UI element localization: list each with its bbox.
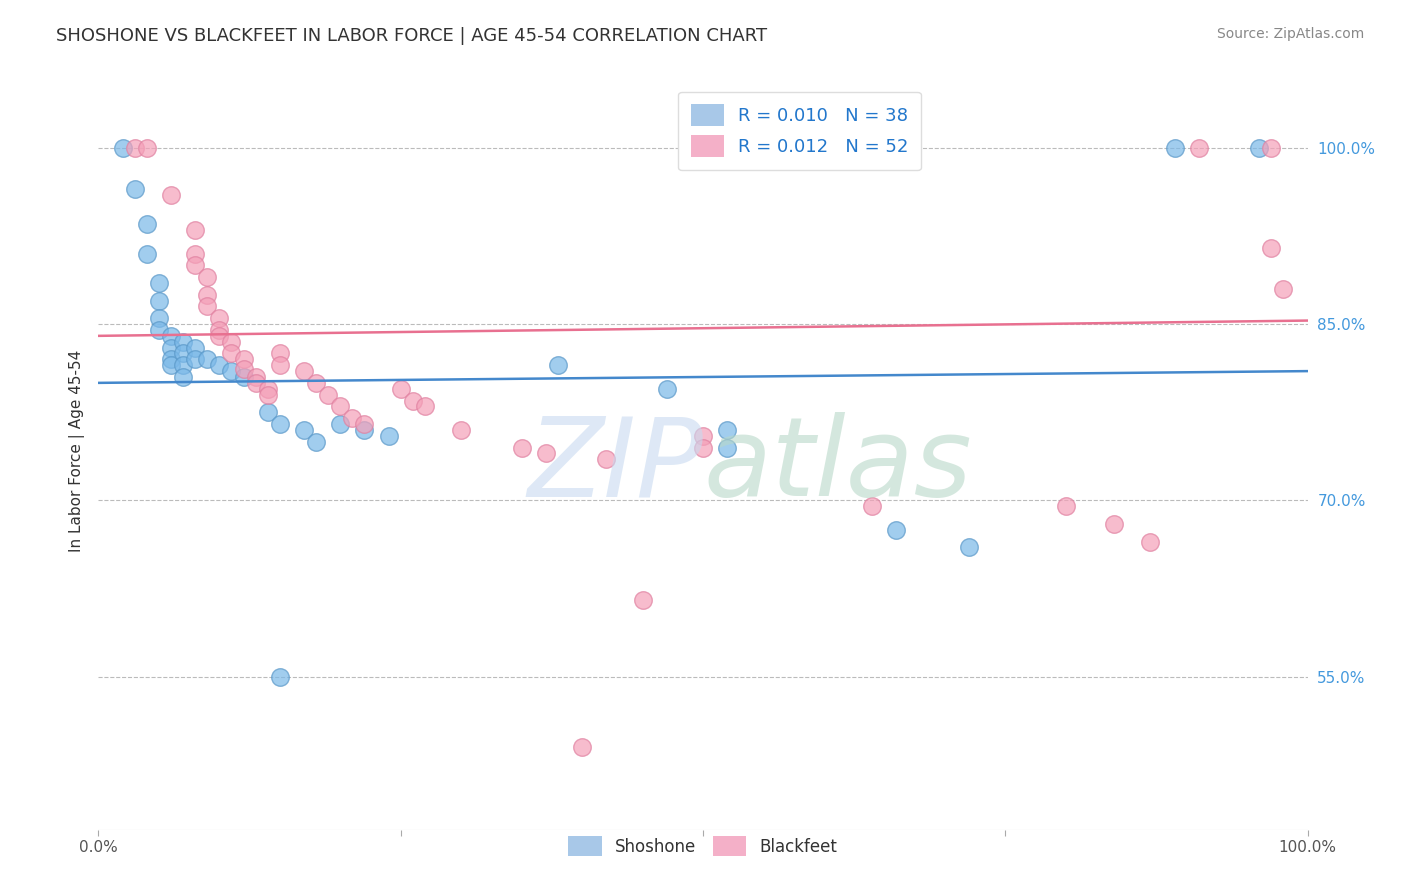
Point [184,223,207,237]
Point [1102,516,1125,531]
Point [389,382,412,396]
Point [269,358,291,372]
Point [329,417,352,431]
Point [184,341,207,355]
Point [269,670,291,684]
Point [195,352,218,367]
Point [135,246,157,260]
Point [305,376,328,390]
Point [655,382,678,396]
Point [172,346,194,360]
Point [413,400,436,414]
Point [195,270,218,285]
Point [292,423,315,437]
Point [256,387,278,401]
Point [402,393,425,408]
Point [195,300,218,314]
Point [256,382,278,396]
Point [221,364,243,378]
Point [316,387,339,401]
Point [245,370,267,384]
Point [245,376,267,390]
Point [256,405,278,419]
Point [172,334,194,349]
Point [1139,534,1161,549]
Text: atlas: atlas [703,412,972,519]
Point [148,276,170,290]
Y-axis label: In Labor Force | Age 45-54: In Labor Force | Age 45-54 [69,350,84,551]
Point [534,446,557,460]
Point [135,141,157,155]
Point [329,400,352,414]
Point [184,258,207,272]
Point [160,341,183,355]
Point [148,293,170,308]
Point [148,311,170,326]
Point [1260,241,1282,255]
Point [1272,282,1295,296]
Point [160,329,183,343]
Point [547,358,569,372]
Point [195,287,218,301]
Point [342,411,364,425]
Point [232,370,254,384]
Point [1163,141,1185,155]
Point [886,523,908,537]
Point [631,593,654,607]
Point [124,141,146,155]
Text: ZIP: ZIP [527,412,703,519]
Point [377,429,399,443]
Point [160,352,183,367]
Point [221,346,243,360]
Point [1054,500,1077,514]
Point [716,441,738,455]
Point [269,346,291,360]
Point [860,500,883,514]
Point [172,358,194,372]
Text: SHOSHONE VS BLACKFEET IN LABOR FORCE | AGE 45-54 CORRELATION CHART: SHOSHONE VS BLACKFEET IN LABOR FORCE | A… [56,27,768,45]
Point [184,246,207,260]
Point [221,334,243,349]
Point [692,429,714,443]
Text: Source: ZipAtlas.com: Source: ZipAtlas.com [1216,27,1364,41]
Point [208,358,231,372]
Point [269,417,291,431]
Point [716,423,738,437]
Point [305,434,328,449]
Point [1249,141,1271,155]
Point [450,423,472,437]
Legend: Shoshone, Blackfeet: Shoshone, Blackfeet [562,830,844,863]
Point [160,187,183,202]
Point [208,311,231,326]
Point [1260,141,1282,155]
Point [692,441,714,455]
Point [957,541,980,555]
Point [208,329,231,343]
Point [124,182,146,196]
Point [1188,141,1211,155]
Point [232,352,254,367]
Point [172,370,194,384]
Point [232,361,254,376]
Point [111,141,134,155]
Point [510,441,533,455]
Point [184,352,207,367]
Point [353,423,375,437]
Point [208,323,231,337]
Point [571,740,593,755]
Point [135,217,157,231]
Point [160,358,183,372]
Point [353,417,375,431]
Point [292,364,315,378]
Point [148,323,170,337]
Point [595,452,617,467]
